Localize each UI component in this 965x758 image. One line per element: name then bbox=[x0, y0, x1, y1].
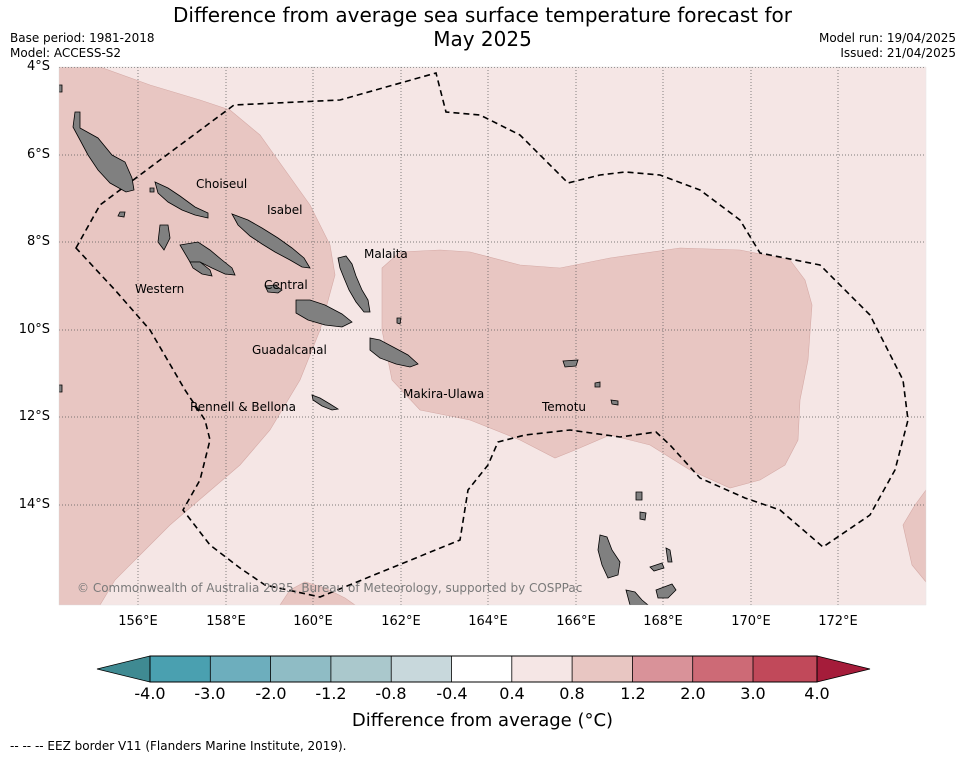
lon-label-172e: 172°E bbox=[818, 614, 858, 629]
map-frame bbox=[58, 66, 927, 606]
eez-footnote: -- -- -- EEZ border V11 (Flanders Marine… bbox=[10, 739, 347, 753]
colorbar-tick-5: -0.8 bbox=[375, 684, 407, 703]
island-vanuatu-5 bbox=[635, 491, 643, 501]
island-small-3 bbox=[59, 84, 63, 93]
meta-right: Model run: 19/04/2025 Issued: 21/04/2025 bbox=[819, 31, 956, 61]
colorbar-tick-10: 2.0 bbox=[680, 684, 706, 703]
lat-label-8s: 8°S bbox=[26, 234, 50, 249]
lat-label-4s: 4°S bbox=[26, 59, 50, 74]
label-central: Central bbox=[264, 278, 308, 292]
eez-border bbox=[75, 72, 909, 598]
island-makira bbox=[369, 337, 419, 368]
colorbar bbox=[96, 655, 871, 683]
island-choiseul-east bbox=[154, 181, 209, 219]
island-choiseul bbox=[72, 111, 135, 193]
colorbar-segment-7 bbox=[511, 656, 573, 682]
label-isabel: Isabel bbox=[267, 203, 302, 217]
label-rennell-bellona: Rennell & Bellona bbox=[190, 400, 296, 414]
island-central bbox=[264, 284, 283, 294]
colorbar-tick-12: 4.0 bbox=[804, 684, 830, 703]
island-temotu-1 bbox=[562, 359, 579, 368]
colorbar-tick-9: 1.2 bbox=[620, 684, 646, 703]
colorbar-extend-high bbox=[816, 655, 871, 683]
colorbar-segment-5 bbox=[391, 656, 452, 682]
colorbar-tick-3: -2.0 bbox=[255, 684, 287, 703]
lon-label-162e: 162°E bbox=[381, 614, 421, 629]
island-vanuatu-1 bbox=[597, 534, 621, 579]
colorbar-tick-1: -4.0 bbox=[134, 684, 166, 703]
colorbar-segment-9 bbox=[632, 656, 693, 682]
colorbar-segment-11 bbox=[753, 656, 817, 682]
island-rennell bbox=[311, 394, 340, 411]
chart-title: Difference from average sea surface temp… bbox=[0, 3, 965, 51]
label-makira-ulawa: Makira-Ulawa bbox=[403, 387, 484, 401]
colorbar-segment-8 bbox=[572, 656, 633, 682]
label-temotu: Temotu bbox=[541, 400, 586, 414]
colorbar-segment-3 bbox=[270, 656, 331, 682]
lat-label-14s: 14°S bbox=[18, 497, 50, 512]
colorbar-tick-4: -1.2 bbox=[315, 684, 347, 703]
lat-label-12s: 12°S bbox=[18, 409, 50, 424]
lon-label-156e: 156°E bbox=[118, 614, 158, 629]
island-guadalcanal bbox=[295, 299, 353, 328]
lon-label-168e: 168°E bbox=[643, 614, 683, 629]
colorbar-tick-8: 0.8 bbox=[559, 684, 585, 703]
meta-left: Base period: 1981-2018 Model: ACCESS-S2 bbox=[10, 31, 155, 61]
colorbar-tick-7: 0.4 bbox=[499, 684, 525, 703]
island-temotu-3 bbox=[610, 399, 619, 406]
island-western-3 bbox=[189, 261, 213, 277]
label-malaita: Malaita bbox=[364, 247, 408, 261]
title-line-1: Difference from average sea surface temp… bbox=[172, 3, 792, 27]
colorbar-tick-11: 3.0 bbox=[740, 684, 766, 703]
lon-label-166e: 166°E bbox=[556, 614, 596, 629]
lon-label-164e: 164°E bbox=[468, 614, 508, 629]
lon-label-160e: 160°E bbox=[293, 614, 333, 629]
island-small-1 bbox=[117, 211, 126, 218]
island-isabel bbox=[231, 213, 311, 269]
issued-text: Issued: 21/04/2025 bbox=[840, 46, 956, 60]
island-vanuatu-2 bbox=[649, 562, 665, 572]
anomaly-region-east bbox=[381, 247, 813, 489]
island-vanuatu-3 bbox=[625, 589, 649, 605]
colorbar-tick-2: -3.0 bbox=[194, 684, 226, 703]
colorbar-title: Difference from average (°C) bbox=[351, 710, 614, 731]
lat-label-10s: 10°S bbox=[18, 322, 50, 337]
island-malaita bbox=[337, 255, 371, 313]
island-vanuatu-4 bbox=[665, 547, 673, 563]
land bbox=[59, 84, 677, 605]
lon-label-158e: 158°E bbox=[206, 614, 246, 629]
model-run-text: Model run: 19/04/2025 bbox=[818, 31, 956, 45]
island-small-2 bbox=[149, 187, 155, 193]
island-vanuatu-6 bbox=[639, 511, 647, 521]
colorbar-segment-6 bbox=[451, 656, 512, 682]
island-western-2 bbox=[157, 224, 171, 251]
anomaly-region-southeast bbox=[902, 489, 926, 583]
island-small-4 bbox=[59, 384, 63, 393]
label-guadalcanal: Guadalcanal bbox=[252, 343, 327, 357]
colorbar-tick-6: -0.4 bbox=[436, 684, 468, 703]
island-vanuatu-7 bbox=[655, 583, 677, 599]
colorbar-segment-2 bbox=[210, 656, 271, 682]
lon-label-170e: 170°E bbox=[731, 614, 771, 629]
colorbar-segment-1 bbox=[150, 656, 211, 682]
label-choiseul: Choiseul bbox=[196, 177, 247, 191]
colorbar-extend-low bbox=[96, 655, 151, 683]
copyright-text: © Commonwealth of Australia 2025, Bureau… bbox=[77, 581, 582, 595]
colorbar-segment-4 bbox=[330, 656, 392, 682]
model-text: Model: ACCESS-S2 bbox=[10, 46, 122, 60]
colorbar-segment-10 bbox=[692, 656, 753, 682]
lat-label-6s: 6°S bbox=[26, 147, 50, 162]
label-western: Western bbox=[135, 282, 184, 296]
title-line-2: May 2025 bbox=[433, 27, 532, 51]
base-period-text: Base period: 1981-2018 bbox=[10, 31, 155, 45]
island-temotu-2 bbox=[594, 381, 601, 388]
island-small-5 bbox=[396, 317, 402, 325]
place-labels: Choiseul Isabel Malaita Western Central … bbox=[135, 177, 586, 414]
